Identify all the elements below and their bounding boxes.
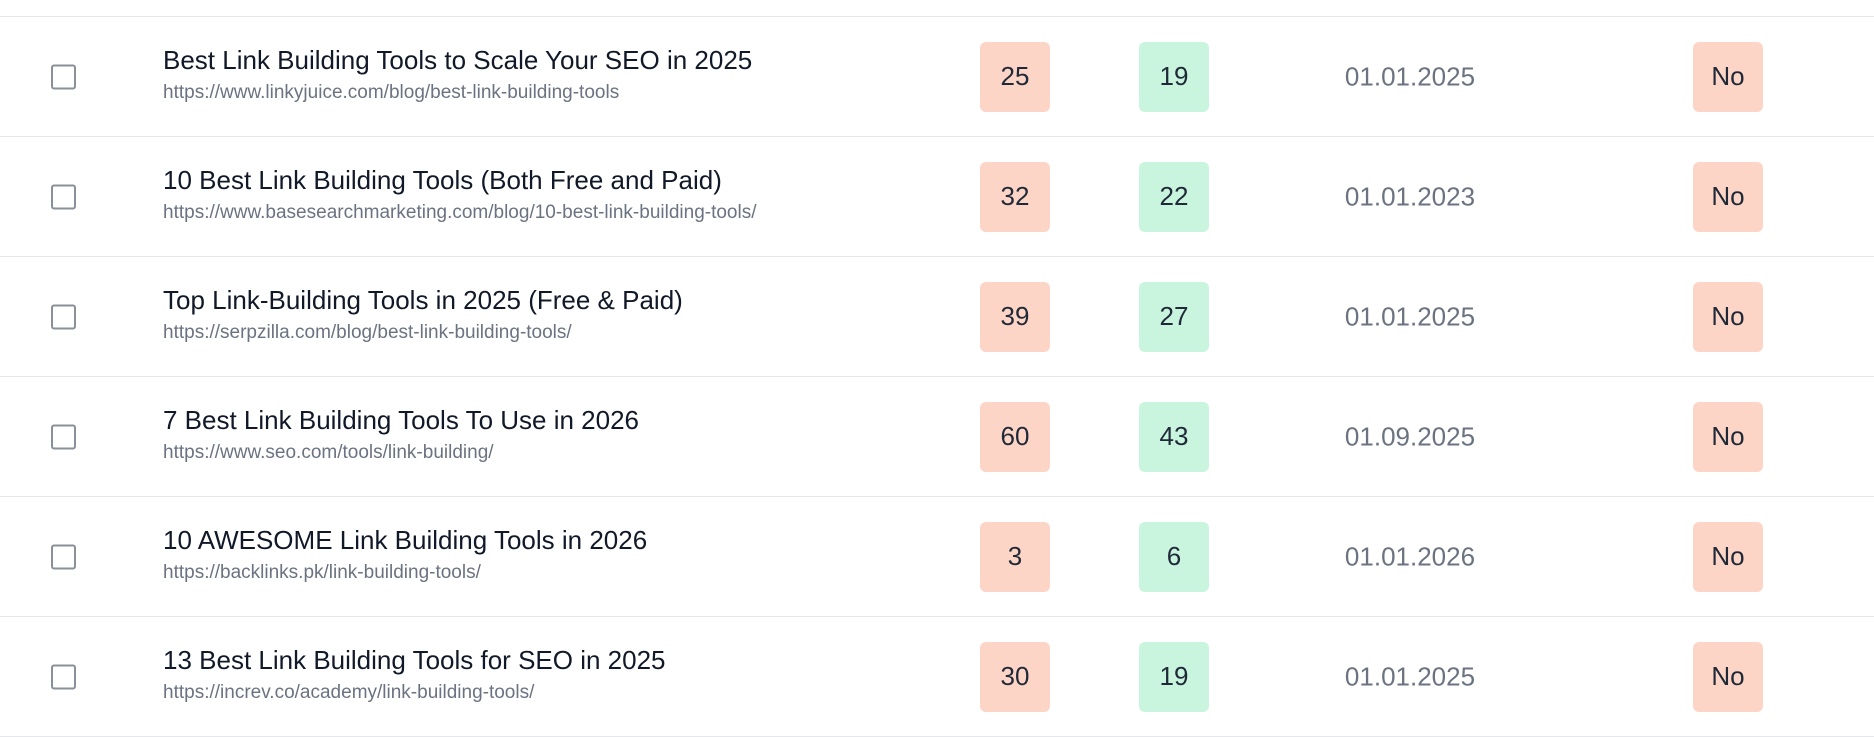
table-row: 10 AWESOME Link Building Tools in 2026 h… xyxy=(0,497,1874,617)
result-title-block: 10 Best Link Building Tools (Both Free a… xyxy=(163,163,963,225)
row-date: 01.01.2025 xyxy=(1344,61,1476,91)
status-badge: No xyxy=(1693,161,1763,232)
table-row: 10 Best Link Building Tools (Both Free a… xyxy=(0,137,1874,257)
result-url[interactable]: https://increv.co/academy/link-building-… xyxy=(163,682,535,703)
row-date: 01.01.2025 xyxy=(1344,301,1476,331)
row-select-checkbox[interactable] xyxy=(51,424,76,449)
status-badge: No xyxy=(1693,401,1763,472)
row-select-checkbox[interactable] xyxy=(51,664,76,689)
row-select-checkbox[interactable] xyxy=(51,184,76,209)
row-select-checkbox[interactable] xyxy=(51,304,76,329)
result-title-block: 10 AWESOME Link Building Tools in 2026 h… xyxy=(163,523,963,585)
table-row: 7 Best Link Building Tools To Use in 202… xyxy=(0,377,1874,497)
result-title[interactable]: Top Link-Building Tools in 2025 (Free & … xyxy=(163,285,683,315)
result-url[interactable]: https://serpzilla.com/blog/best-link-bui… xyxy=(163,322,572,343)
result-url[interactable]: https://www.basesearchmarketing.com/blog… xyxy=(163,202,757,223)
metric-a-badge: 3 xyxy=(980,521,1050,592)
result-title[interactable]: 7 Best Link Building Tools To Use in 202… xyxy=(163,405,640,435)
metric-a-badge: 30 xyxy=(980,641,1050,712)
metric-a-badge: 32 xyxy=(980,161,1050,232)
metric-a-badge: 39 xyxy=(980,281,1050,352)
row-date: 01.01.2023 xyxy=(1344,181,1476,211)
row-date: 01.09.2025 xyxy=(1344,421,1476,451)
metric-a-badge: 25 xyxy=(980,41,1050,112)
metric-b-badge: 43 xyxy=(1139,401,1209,472)
metric-a-badge: 60 xyxy=(980,401,1050,472)
metric-b-badge: 22 xyxy=(1139,161,1209,232)
metric-b-badge: 19 xyxy=(1139,41,1209,112)
result-url[interactable]: https://backlinks.pk/link-building-tools… xyxy=(163,562,481,583)
row-date: 01.01.2026 xyxy=(1344,541,1476,571)
result-url[interactable]: https://www.linkyjuice.com/blog/best-lin… xyxy=(163,82,620,103)
result-url[interactable]: https://www.seo.com/tools/link-building/ xyxy=(163,442,494,463)
status-badge: No xyxy=(1693,641,1763,712)
result-title[interactable]: Best Link Building Tools to Scale Your S… xyxy=(163,45,753,75)
row-date: 01.01.2025 xyxy=(1344,661,1476,691)
metric-b-badge: 19 xyxy=(1139,641,1209,712)
status-badge: No xyxy=(1693,281,1763,352)
result-title[interactable]: 10 AWESOME Link Building Tools in 2026 xyxy=(163,525,648,555)
row-select-checkbox[interactable] xyxy=(51,544,76,569)
table-row: 13 Best Link Building Tools for SEO in 2… xyxy=(0,617,1874,737)
table-row: Top Link-Building Tools in 2025 (Free & … xyxy=(0,257,1874,377)
metric-b-badge: 6 xyxy=(1139,521,1209,592)
result-title[interactable]: 13 Best Link Building Tools for SEO in 2… xyxy=(163,645,666,675)
table-row: Best Link Building Tools to Scale Your S… xyxy=(0,17,1874,137)
table-top-divider xyxy=(0,16,1874,17)
row-select-checkbox[interactable] xyxy=(51,64,76,89)
result-title-block: 13 Best Link Building Tools for SEO in 2… xyxy=(163,643,963,705)
result-title-block: Best Link Building Tools to Scale Your S… xyxy=(163,43,963,105)
result-title[interactable]: 10 Best Link Building Tools (Both Free a… xyxy=(163,165,722,195)
result-title-block: 7 Best Link Building Tools To Use in 202… xyxy=(163,403,963,465)
metric-b-badge: 27 xyxy=(1139,281,1209,352)
result-title-block: Top Link-Building Tools in 2025 (Free & … xyxy=(163,283,963,345)
status-badge: No xyxy=(1693,41,1763,112)
status-badge: No xyxy=(1693,521,1763,592)
